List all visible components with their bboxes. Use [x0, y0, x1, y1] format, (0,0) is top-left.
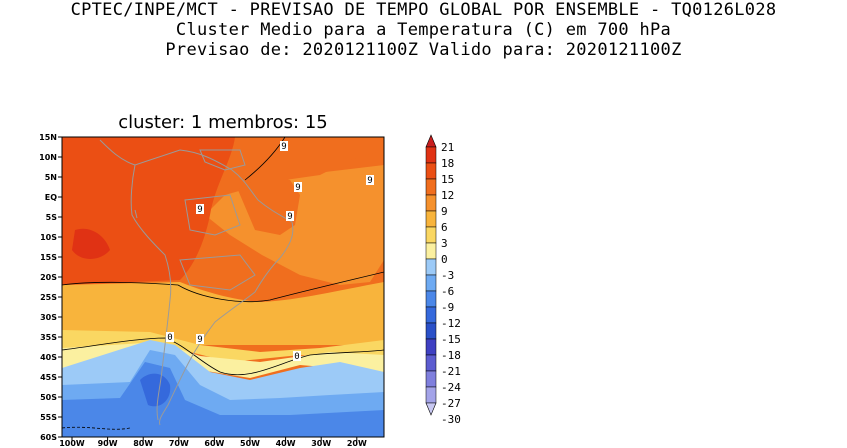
header-line-3: Previsao de: 2020121100Z Valido para: 20…	[165, 40, 682, 60]
colorbar-bottom-arrow	[425, 402, 437, 416]
colorbar-swatch	[425, 146, 437, 164]
lon-label: 100W	[59, 439, 85, 448]
lat-label: 20S	[40, 273, 57, 282]
lat-label: 15N	[39, 133, 57, 142]
lat-label: 35S	[40, 333, 57, 342]
lon-label: 20W	[347, 439, 367, 448]
contour-label: 9	[367, 176, 372, 186]
contour-label-group: 9 9 9 9 9 0 9 0	[166, 141, 374, 362]
colorbar-swatch	[425, 354, 437, 372]
latitude-axis: 15N 10N 5N EQ 5S 10S 15S 20S 25S 30S 35S 40S 45S 50S 5…	[39, 133, 62, 442]
contour-label: 9	[295, 183, 300, 193]
colorbar-swatch	[425, 258, 437, 276]
colorbar-label: -21	[441, 365, 461, 378]
colorbar-swatch	[425, 386, 437, 404]
colorbar-label: -30	[441, 413, 461, 426]
lon-label: 40W	[276, 439, 296, 448]
colorbar-label: 18	[441, 157, 454, 170]
colorbar-swatch	[425, 338, 437, 356]
contour-label: 9	[197, 205, 202, 215]
lat-label: 45S	[40, 373, 57, 382]
colorbar-swatch	[425, 322, 437, 340]
colorbar-label: 9	[441, 205, 448, 218]
colorbar-swatch	[425, 178, 437, 196]
colorbar-label: -24	[441, 381, 461, 394]
contour-label: 0	[167, 333, 172, 343]
lon-label: 80W	[133, 439, 153, 448]
longitude-axis: 100W 90W 80W 70W 60W 50W 40W 30W 20W	[59, 437, 367, 448]
header-line-1: CPTEC/INPE/MCT - PREVISAO DE TEMPO GLOBA…	[70, 0, 777, 20]
lat-label: EQ	[45, 193, 57, 202]
colorbar-swatch	[425, 370, 437, 388]
lat-label: 50S	[40, 393, 57, 402]
colorbar-label: -3	[441, 269, 454, 282]
lat-label: 10N	[39, 153, 57, 162]
header-line-2: Cluster Medio para a Temperatura (C) em …	[175, 20, 672, 40]
contour-label: 9	[287, 212, 292, 222]
colorbar-label: 12	[441, 189, 454, 202]
lat-label: 30S	[40, 313, 57, 322]
contour-label: 9	[281, 142, 286, 152]
colorbar-swatch	[425, 226, 437, 244]
colorbar: 21 18 15 12 9 6 3 0 -3 -6 -9 -12 -15 -18 -21 -24 -27 -30	[425, 134, 461, 426]
colorbar-label: 6	[441, 221, 448, 234]
colorbar-label: -27	[441, 397, 461, 410]
lon-label: 30W	[311, 439, 331, 448]
lat-label: 55S	[40, 413, 57, 422]
colorbar-swatch	[425, 242, 437, 260]
colorbar-swatch	[425, 274, 437, 292]
colorbar-swatch	[425, 162, 437, 180]
lat-label: 5N	[45, 173, 57, 182]
temperature-map: 9 9 9 9 9 0 9 0 15N 10N 5N EQ 5S 10S 15S 20S 25S…	[39, 133, 461, 448]
colorbar-label: -18	[441, 349, 461, 362]
lat-label: 5S	[46, 213, 58, 222]
lon-label: 50W	[240, 439, 260, 448]
colorbar-swatch	[425, 290, 437, 308]
coastlines	[99, 139, 294, 426]
panel-title: cluster: 1 membros: 15	[118, 112, 328, 133]
lat-label: 10S	[40, 233, 57, 242]
lat-label: 25S	[40, 293, 57, 302]
colorbar-top-arrow	[425, 134, 437, 148]
colorbar-label: 21	[441, 141, 454, 154]
lon-label: 60W	[204, 439, 224, 448]
colorbar-label: -15	[441, 333, 461, 346]
contour-label: 9	[197, 335, 202, 345]
colorbar-label: -6	[441, 285, 454, 298]
lat-label: 15S	[40, 253, 57, 262]
colorbar-label: 15	[441, 173, 454, 186]
lon-label: 90W	[98, 439, 118, 448]
lat-label: 40S	[40, 353, 57, 362]
lon-label: 70W	[169, 439, 189, 448]
contour-lines	[62, 137, 384, 430]
colorbar-label: 0	[441, 253, 448, 266]
colorbar-swatch	[425, 210, 437, 228]
colorbar-label: -9	[441, 301, 454, 314]
colorbar-label: 3	[441, 237, 448, 250]
map-fill	[62, 137, 384, 437]
map-frame	[61, 136, 385, 438]
colorbar-swatch	[425, 306, 437, 324]
colorbar-swatch	[425, 194, 437, 212]
contour-label: 0	[294, 352, 299, 362]
colorbar-label: -12	[441, 317, 461, 330]
lat-label: 60S	[40, 433, 57, 442]
